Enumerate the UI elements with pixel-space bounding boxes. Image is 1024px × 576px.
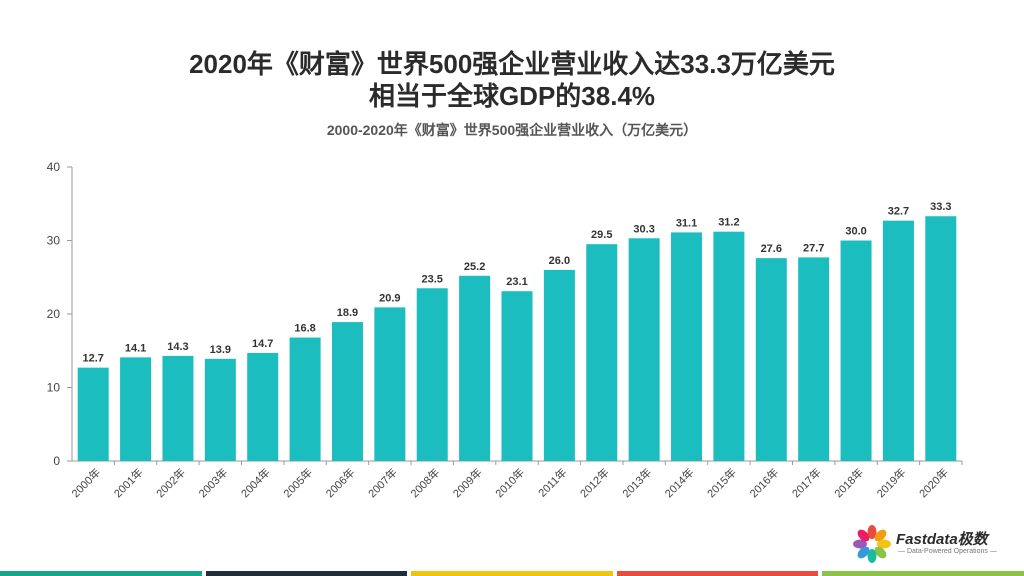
x-tick-label: 2013年 [619, 465, 654, 500]
x-tick-label: 2006年 [323, 465, 358, 500]
bar [120, 357, 152, 461]
footer-segment [822, 571, 1024, 576]
data-label: 13.9 [210, 344, 231, 356]
footer-segment [205, 571, 408, 576]
x-tick-label: 2012年 [577, 465, 612, 500]
bar [755, 258, 787, 461]
page-title-line1: 2020年《财富》世界500强企业营业收入达33.3万亿美元 [189, 49, 835, 79]
bar [840, 240, 872, 461]
bar [798, 257, 830, 461]
bar [416, 288, 448, 461]
x-tick-label: 2016年 [746, 465, 781, 500]
bar [459, 275, 491, 461]
data-label: 31.1 [676, 217, 697, 229]
x-tick-label: 2015年 [704, 465, 739, 500]
data-label: 26.0 [549, 255, 570, 267]
data-label: 14.3 [167, 341, 188, 353]
data-label: 29.5 [591, 229, 612, 241]
data-label: 33.3 [930, 201, 951, 213]
bar [331, 322, 363, 461]
x-tick-label: 2004年 [238, 465, 273, 500]
data-label: 16.8 [294, 323, 315, 335]
bar [882, 220, 914, 461]
x-tick-label: 2010年 [492, 465, 527, 500]
page-title-line2: 相当于全球GDP的38.4% [368, 81, 656, 111]
bar [162, 355, 194, 461]
x-tick-label: 2007年 [365, 465, 400, 500]
y-tick-label: 40 [47, 160, 61, 174]
x-tick-label: 2018年 [831, 465, 866, 500]
bar [289, 337, 321, 461]
y-tick-label: 30 [47, 234, 61, 248]
y-tick-label: 20 [47, 307, 61, 321]
data-label: 31.2 [718, 217, 739, 229]
bar [628, 238, 660, 461]
data-label: 14.7 [252, 338, 273, 350]
logo-name: Fastdata极数 [896, 531, 988, 548]
bar [713, 231, 745, 461]
x-tick-label: 2005年 [280, 465, 315, 500]
bar [247, 352, 279, 461]
bar [543, 269, 575, 461]
data-label: 25.2 [464, 261, 485, 273]
bar [671, 232, 703, 461]
x-tick-label: 2003年 [195, 465, 230, 500]
x-tick-label: 2014年 [662, 465, 697, 500]
flower-logo-icon [853, 525, 891, 563]
data-label: 27.6 [761, 243, 782, 255]
x-tick-label: 2002年 [153, 465, 188, 500]
chart-title: 2000-2020年《财富》世界500强企业营业收入（万亿美元） [326, 122, 698, 138]
x-tick-label: 2001年 [111, 465, 146, 500]
data-label: 30.3 [633, 223, 654, 235]
brand-logo: Fastdata极数 — Data-Powered Operations — [852, 524, 1017, 564]
bar [204, 358, 236, 461]
x-tick-label: 2008年 [407, 465, 442, 500]
data-label: 14.1 [125, 342, 146, 354]
footer-segment [411, 571, 613, 576]
data-label: 23.5 [422, 273, 443, 285]
logo-tagline: — Data-Powered Operations — [898, 548, 997, 555]
data-label: 18.9 [337, 307, 358, 319]
data-label: 23.1 [506, 276, 527, 288]
data-label: 30.0 [845, 226, 866, 238]
data-label: 32.7 [888, 206, 909, 218]
footer-color-bar [0, 571, 1024, 576]
bar [77, 367, 109, 461]
footer-segment [0, 571, 202, 576]
x-tick-label: 2009年 [450, 465, 485, 500]
data-label: 12.7 [82, 353, 103, 365]
bar [586, 244, 618, 461]
data-label: 20.9 [379, 292, 400, 304]
bar [925, 216, 957, 461]
y-tick-label: 0 [53, 454, 60, 468]
x-tick-label: 2000年 [68, 465, 103, 500]
bar [374, 307, 406, 461]
y-tick-label: 10 [47, 381, 61, 395]
data-label: 27.7 [803, 242, 824, 254]
bar [501, 291, 533, 461]
x-tick-label: 2020年 [916, 465, 951, 500]
x-tick-label: 2017年 [789, 465, 824, 500]
x-tick-label: 2011年 [535, 465, 569, 499]
x-tick-label: 2019年 [874, 465, 909, 500]
footer-segment [616, 571, 819, 576]
